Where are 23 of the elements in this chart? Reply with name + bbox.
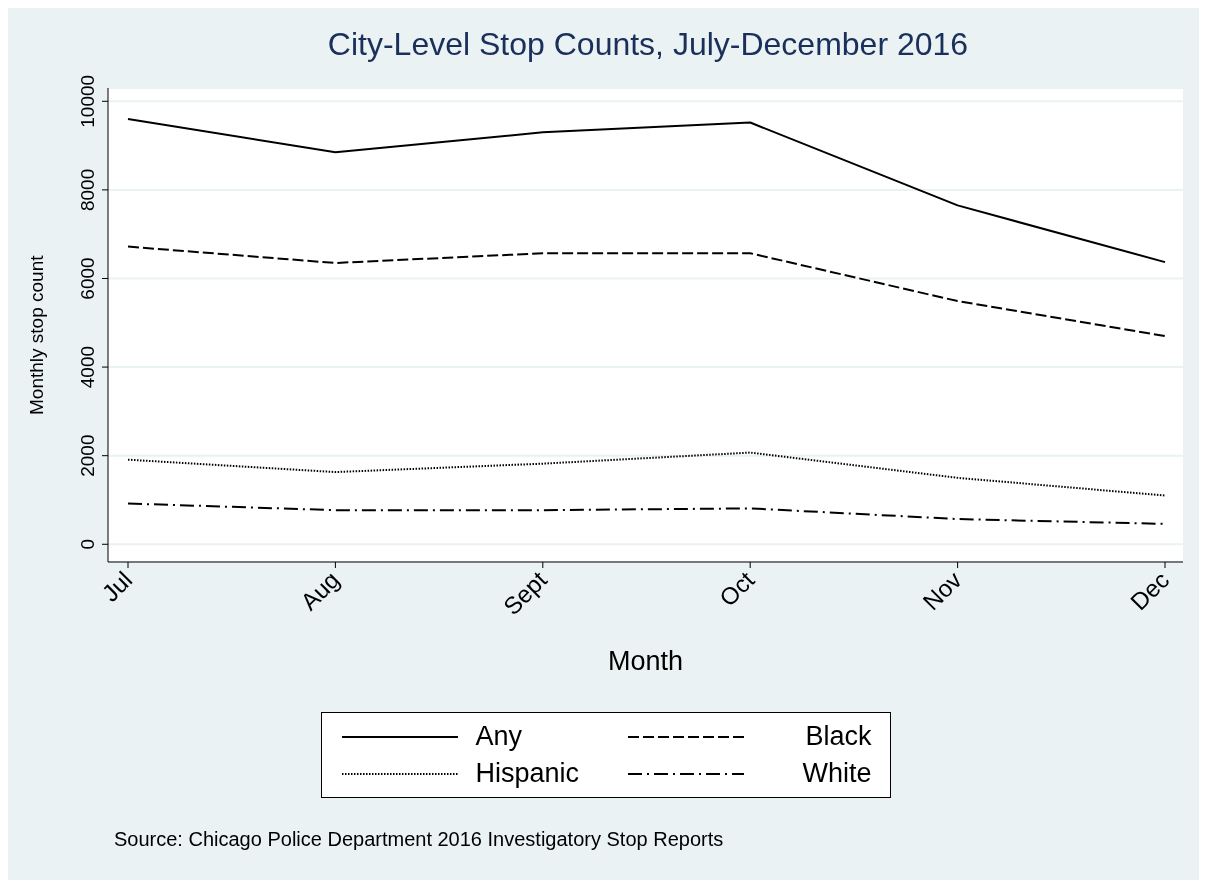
line-series: [127, 245, 1166, 338]
y-tick-label: 2000: [77, 434, 98, 477]
x-axis-title: Month: [607, 646, 684, 676]
legend-label: Hispanic: [475, 758, 581, 789]
y-tick-label: 4000: [77, 345, 98, 389]
x-tick-label: Jul: [96, 566, 138, 607]
x-tick-label: Oct: [713, 565, 760, 612]
x-tick-label: Dec: [1124, 566, 1175, 616]
y-tick-label: 6000: [77, 257, 98, 300]
x-tick-label: Aug: [295, 566, 345, 616]
legend-label: White: [801, 758, 872, 789]
line-series: [127, 502, 1166, 525]
y-tick-label: 8000: [77, 168, 98, 212]
y-tick-label: 10000: [77, 74, 98, 128]
line-series: [127, 451, 1166, 497]
chart-title: City-Level Stop Counts, July-December 2016: [326, 26, 970, 63]
y-tick-label: 0: [77, 538, 98, 550]
line-series: [127, 118, 1166, 264]
x-tick-label: Nov: [917, 566, 967, 616]
legend-label: Any: [475, 721, 524, 752]
source-note: Source: Chicago Police Department 2016 Investigatory Stop Reports: [114, 828, 724, 851]
y-axis-title: Monthly stop count: [25, 254, 47, 415]
legend-label: Black: [804, 721, 872, 752]
